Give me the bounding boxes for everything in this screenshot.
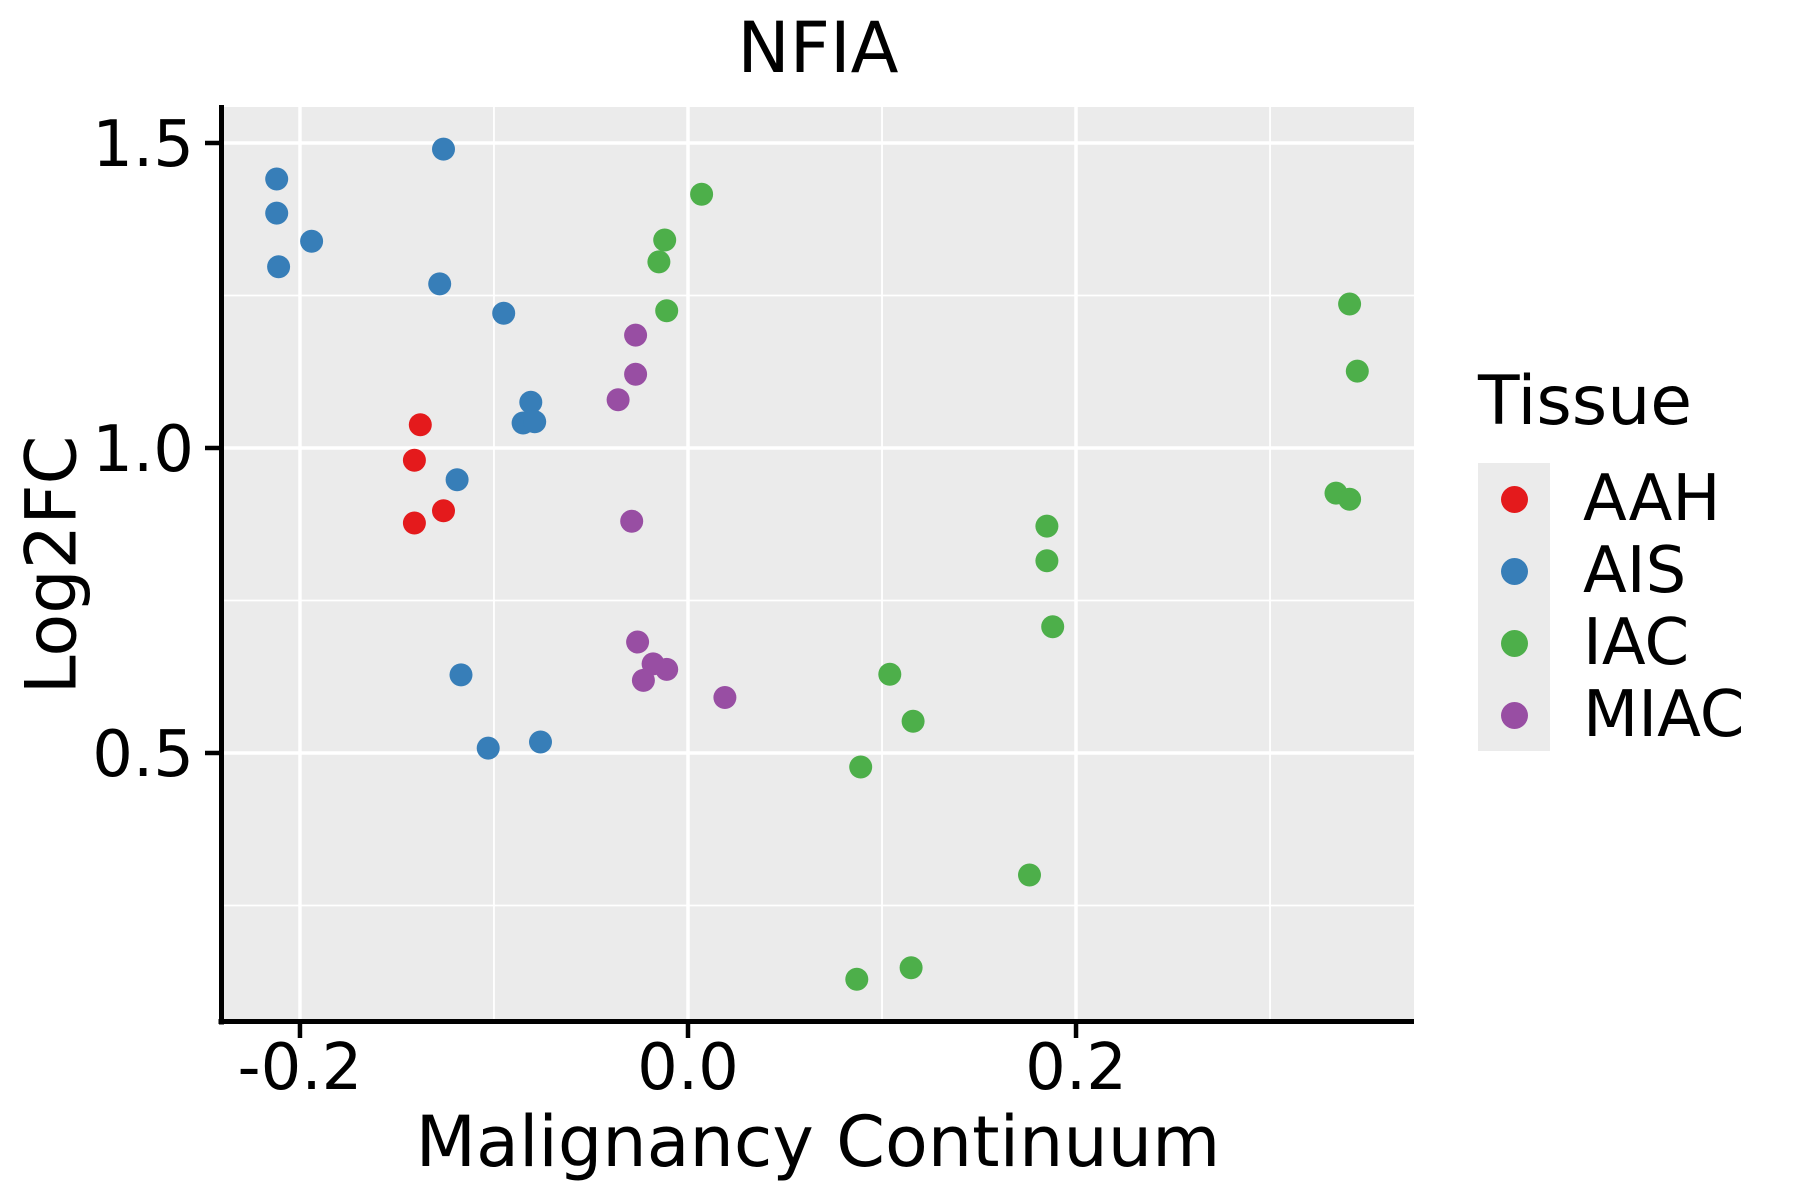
data-point-iac: [1018, 863, 1041, 887]
legend-dot-icon-iac: [1500, 629, 1528, 657]
legend-label-miac: MIAC: [1583, 678, 1745, 752]
data-point-ais: [432, 137, 455, 161]
data-point-aah: [408, 413, 432, 437]
data-point-miac: [713, 686, 737, 709]
legend-label-ais: AIS: [1583, 534, 1687, 608]
data-point-iac: [1035, 514, 1059, 538]
legend-key-ais: [1478, 535, 1550, 607]
legend-key-miac: [1478, 679, 1550, 751]
x-tick-label: 0.0: [637, 1031, 739, 1105]
legend-dot-icon-ais: [1500, 557, 1528, 585]
data-point-miac: [631, 668, 655, 692]
data-point-ais: [529, 730, 552, 754]
data-point-miac: [606, 388, 630, 412]
x-axis-title: Malignancy Continuum: [415, 1101, 1221, 1183]
data-point-iac: [655, 299, 679, 323]
y-axis-title: Log2FC: [10, 435, 93, 695]
legend-label-aah: AAH: [1583, 462, 1721, 536]
data-point-iac: [1345, 359, 1369, 383]
legend-row-iac: IAC: [1478, 607, 1744, 679]
legend-label-iac: IAC: [1583, 606, 1690, 680]
data-point-aah: [432, 499, 455, 523]
data-point-miac: [655, 657, 679, 681]
data-point-miac: [626, 630, 650, 654]
data-point-iac: [653, 228, 677, 252]
legend-key-iac: [1478, 607, 1550, 679]
data-point-ais: [492, 301, 516, 325]
x-tick-label: -0.2: [238, 1031, 363, 1105]
legend-items: AAH AIS IAC MIAC: [1478, 463, 1744, 751]
data-point-iac: [878, 662, 902, 686]
legend-row-aah: AAH: [1478, 463, 1744, 535]
data-point-iac: [1338, 487, 1362, 511]
y-tick-label: 1.5: [92, 108, 194, 182]
data-point-aah: [402, 448, 426, 472]
legend-key-aah: [1478, 463, 1550, 535]
data-point-ais: [265, 167, 289, 191]
data-point-iac: [690, 182, 714, 206]
y-tick-label: 1.0: [92, 413, 194, 487]
data-point-miac: [620, 509, 644, 533]
legend: Tissue AAH AIS IAC MIAC: [1478, 368, 1744, 751]
y-tick-label: 0.5: [92, 718, 194, 792]
x-tick-label: 0.2: [1025, 1031, 1127, 1105]
plot-title: NFIA: [737, 7, 899, 89]
data-point-iac: [1338, 292, 1362, 316]
legend-row-miac: MIAC: [1478, 679, 1744, 751]
legend-dot-icon-aah: [1500, 485, 1528, 513]
data-point-iac: [901, 709, 925, 733]
data-point-iac: [845, 967, 869, 991]
data-point-iac: [899, 956, 923, 980]
legend-dot-icon-miac: [1500, 701, 1528, 729]
data-point-iac: [647, 250, 671, 274]
data-point-iac: [849, 755, 873, 779]
data-point-ais: [449, 663, 473, 687]
data-point-iac: [1041, 615, 1065, 639]
data-point-aah: [402, 511, 426, 535]
data-point-iac: [1035, 549, 1059, 573]
data-point-ais: [267, 255, 291, 279]
plot-panel: [221, 107, 1414, 1022]
data-point-ais: [476, 736, 500, 760]
data-point-ais: [519, 390, 543, 414]
data-point-ais: [445, 468, 469, 492]
data-point-ais: [300, 229, 324, 253]
data-point-ais: [523, 410, 547, 434]
legend-title: Tissue: [1478, 362, 1693, 441]
data-point-miac: [624, 362, 648, 386]
legend-row-ais: AIS: [1478, 535, 1744, 607]
data-point-miac: [624, 323, 648, 347]
data-point-ais: [265, 201, 289, 225]
data-point-ais: [428, 272, 452, 296]
